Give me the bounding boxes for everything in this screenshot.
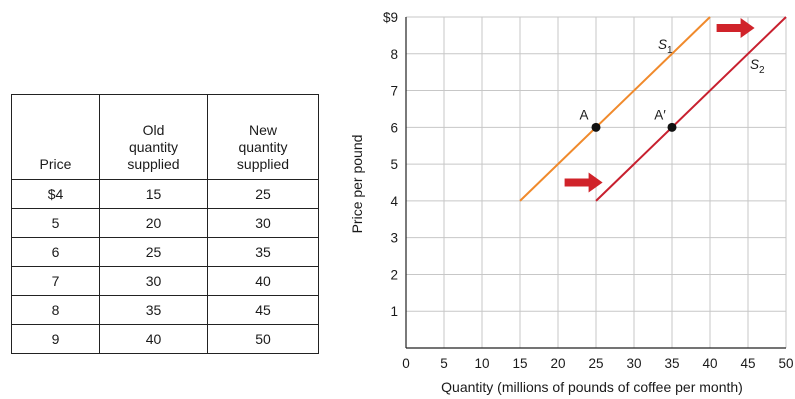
y-tick-label: 6 [390, 120, 398, 135]
chart-points: A A′ [579, 107, 677, 132]
table-row: 7 30 40 [11, 266, 319, 296]
supply-schedule-table: Price Old quantity supplied New quantity… [11, 94, 319, 354]
x-tick-label: 0 [402, 356, 410, 371]
old-qty-cell: 35 [99, 295, 208, 325]
supply-curve-subscript: 2 [759, 65, 765, 76]
table-header-row: Price Old quantity supplied New quantity… [11, 94, 319, 180]
supply-curve-1 [519, 16, 711, 202]
x-tick-label: 35 [664, 356, 679, 371]
header-price: Price [11, 94, 100, 180]
y-tick-label: 4 [390, 194, 398, 209]
supply-curve-label-2: S2 [750, 57, 765, 76]
y-tick-label: 2 [390, 267, 398, 282]
y-tick-label: $9 [383, 10, 398, 25]
old-qty-cell: 40 [99, 324, 208, 354]
supply-curve-2 [595, 16, 787, 202]
point-marker [667, 122, 677, 132]
header-old-quantity: Old quantity supplied [99, 94, 208, 180]
old-qty-cell: 20 [99, 208, 208, 238]
table-row: 9 40 50 [11, 324, 319, 354]
table-row: 5 20 30 [11, 208, 319, 238]
new-qty-cell: 30 [207, 208, 319, 238]
x-tick-label: 20 [550, 356, 565, 371]
shift-arrows [564, 18, 755, 193]
chart-series: S1 S2 [519, 16, 787, 202]
table-row: 8 35 45 [11, 295, 319, 325]
point-label: A [579, 107, 588, 122]
x-tick-label: 30 [626, 356, 641, 371]
y-axis-label: Price per pound [349, 135, 365, 234]
x-axis-label: Quantity (millions of pounds of coffee p… [441, 379, 743, 395]
price-cell: 8 [11, 295, 100, 325]
x-tick-label: 25 [588, 356, 603, 371]
x-tick-label: 40 [702, 356, 717, 371]
point-marker [591, 122, 601, 132]
old-qty-cell: 30 [99, 266, 208, 296]
y-tick-label: 5 [390, 157, 398, 172]
table-row: 6 25 35 [11, 237, 319, 267]
new-qty-cell: 50 [207, 324, 319, 354]
old-qty-cell: 25 [99, 237, 208, 267]
price-cell: 6 [11, 237, 100, 267]
price-cell: 7 [11, 266, 100, 296]
supply-curve-label-1: S1 [658, 37, 673, 56]
new-qty-cell: 40 [207, 266, 319, 296]
price-cell: 9 [11, 324, 100, 354]
price-cell: $4 [11, 179, 100, 209]
new-qty-cell: 45 [207, 295, 319, 325]
supply-curve-subscript: 1 [667, 45, 673, 56]
x-tick-label: 50 [778, 356, 793, 371]
new-qty-cell: 35 [207, 237, 319, 267]
y-tick-label: 3 [390, 231, 398, 246]
new-qty-cell: 25 [207, 179, 319, 209]
y-tick-label: 7 [390, 84, 398, 99]
chart-axes [405, 17, 786, 349]
old-qty-cell: 15 [99, 179, 208, 209]
x-tick-label: 5 [440, 356, 448, 371]
x-tick-label: 15 [512, 356, 527, 371]
y-tick-label: 8 [390, 47, 398, 62]
y-tick-label: 1 [390, 304, 398, 319]
header-new-quantity: New quantity supplied [207, 94, 319, 180]
table-row: $4 15 25 [11, 179, 319, 209]
x-tick-label: 45 [740, 356, 755, 371]
shift-arrow-upper [716, 18, 755, 39]
x-tick-label: 10 [474, 356, 489, 371]
chart-grid [406, 16, 787, 348]
price-cell: 5 [11, 208, 100, 238]
shift-arrow-lower [564, 172, 603, 193]
point-label: A′ [654, 107, 666, 122]
